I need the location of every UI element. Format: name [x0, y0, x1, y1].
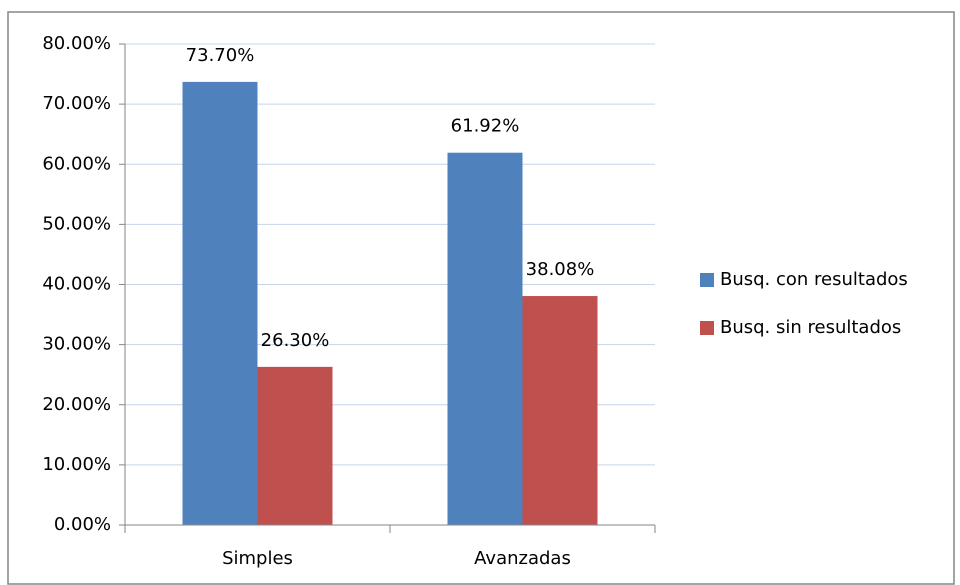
legend-label: Busq. sin resultados	[720, 317, 901, 338]
legend-swatch	[700, 321, 714, 335]
x-tick-label: Simples	[222, 548, 293, 569]
bar	[257, 366, 333, 525]
legend-swatch	[700, 273, 714, 287]
data-label: 73.70%	[186, 45, 255, 66]
legend-label: Busq. con resultados	[720, 269, 908, 290]
y-tick-label: 30.00%	[42, 334, 111, 355]
bar	[522, 296, 598, 525]
y-tick-label: 10.00%	[42, 454, 111, 475]
y-tick-label: 80.00%	[42, 33, 111, 54]
y-tick-label: 0.00%	[54, 514, 111, 535]
y-tick-label: 70.00%	[42, 93, 111, 114]
y-tick-label: 60.00%	[42, 153, 111, 174]
bar	[182, 81, 258, 525]
bar	[447, 152, 523, 525]
y-tick-label: 20.00%	[42, 394, 111, 415]
y-tick-label: 50.00%	[42, 213, 111, 234]
data-label: 61.92%	[451, 116, 520, 137]
y-tick-label: 40.00%	[42, 274, 111, 295]
data-label: 38.08%	[526, 259, 595, 280]
x-tick-label: Avanzadas	[474, 548, 571, 569]
data-label: 26.30%	[261, 330, 330, 351]
